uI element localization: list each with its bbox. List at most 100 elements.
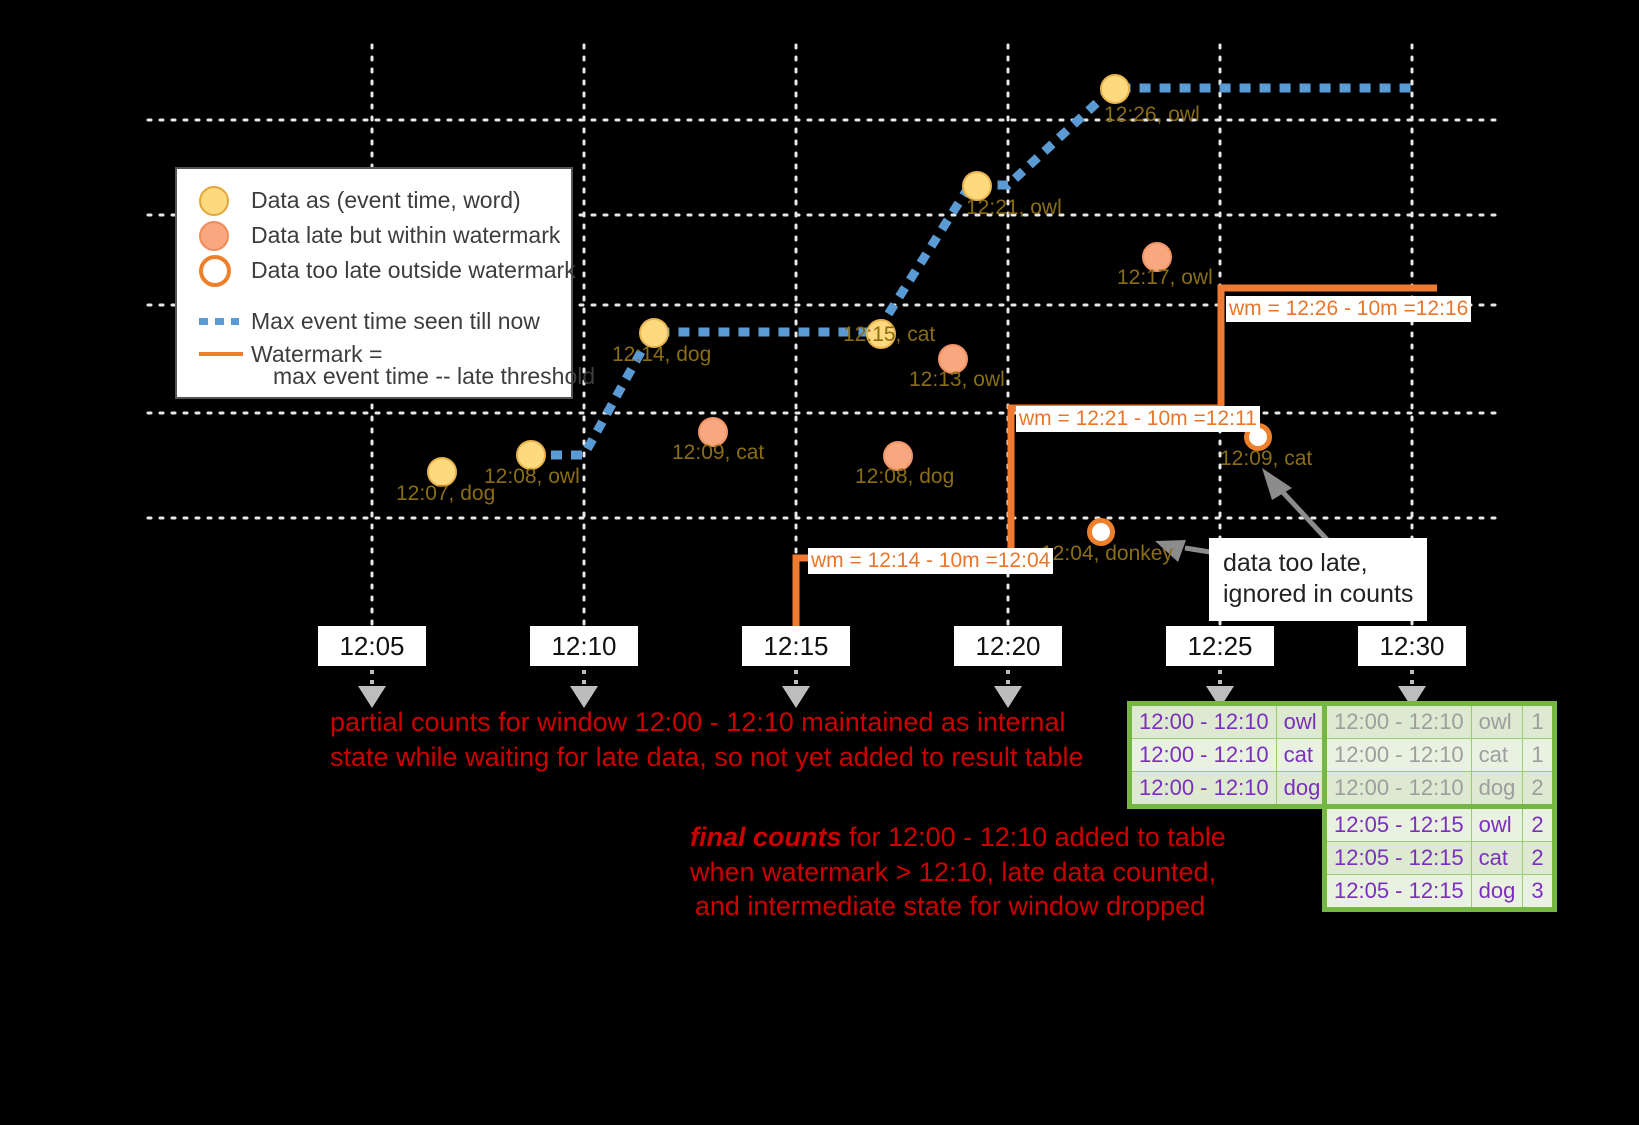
data-point-label: 12:17, owl — [1117, 266, 1213, 289]
data-point-1207-dog — [427, 457, 457, 487]
data-point-label: 12:13, owl — [909, 368, 1005, 391]
axis-tick-1210: 12:10 — [530, 626, 638, 666]
cell-word: dog — [1470, 771, 1524, 807]
cell-word: cat — [1470, 738, 1524, 772]
data-point-label: 12:14, dog — [612, 343, 712, 366]
tick-arrow-head — [358, 686, 386, 708]
cell-word: cat — [1275, 738, 1329, 772]
cell-window: 12:00 - 12:10 — [1324, 703, 1472, 739]
data-point-label: 12:21, owl — [966, 196, 1062, 219]
cell-window: 12:00 - 12:10 — [1129, 771, 1277, 807]
cell-count: 2 — [1522, 841, 1555, 875]
cell-word: dog — [1470, 874, 1524, 910]
yellow-filled-circle-icon — [199, 185, 251, 216]
watermark-label-1216: wm = 12:26 - 10m =12:16 — [1226, 296, 1472, 322]
data-point-1208-owl — [516, 440, 546, 470]
callout-arrow-to-late-cat — [1275, 484, 1334, 547]
partial-note-line-1: partial counts for window 12:00 - 12:10 … — [330, 707, 1066, 737]
final-note-rest: for 12:00 - 12:10 added to table — [841, 822, 1226, 852]
data-point-label: 12:09, cat — [1220, 447, 1313, 470]
max-event-time-line — [531, 83, 1415, 460]
cell-window: 12:00 - 12:10 — [1324, 738, 1472, 772]
data-point-label: 12:26, owl — [1104, 103, 1200, 126]
data-point-1215-cat — [866, 319, 896, 349]
table-row: 12:00 - 12:10 owl 1 — [1324, 703, 1555, 739]
cell-window: 12:00 - 12:10 — [1129, 703, 1277, 739]
watermark-step-line — [792, 284, 1437, 630]
cell-word: cat — [1470, 841, 1524, 875]
data-point-1221-owl — [962, 171, 992, 201]
legend-watermark-sublabel: max event time -- late threshold — [273, 363, 596, 389]
data-point-label: 12:09, cat — [672, 441, 765, 464]
data-point-label: 12:07, dog — [396, 482, 496, 505]
callout-line-2: ignored in counts — [1223, 580, 1414, 609]
axis-tick-1230: 12:30 — [1358, 626, 1466, 666]
partial-counts-note: partial counts for window 12:00 - 12:10 … — [330, 705, 1084, 774]
cell-word: owl — [1470, 804, 1524, 842]
cell-word: dog — [1275, 771, 1329, 807]
tick-arrow-head — [782, 686, 810, 708]
cell-count: 2 — [1522, 804, 1555, 842]
cell-window: 12:05 - 12:15 — [1324, 874, 1472, 910]
table-row: 12:05 - 12:15 owl 2 — [1324, 804, 1555, 842]
legend-item-too-late: Data too late outside watermark — [177, 253, 576, 288]
cell-window: 12:05 - 12:15 — [1324, 841, 1472, 875]
cell-count: 3 — [1522, 874, 1555, 910]
axis-tick-1225: 12:25 — [1166, 626, 1274, 666]
cell-word: owl — [1470, 703, 1524, 739]
legend-item-max-event-time: Max event time seen till now — [177, 304, 571, 339]
data-point-1226-owl — [1100, 74, 1130, 104]
axis-tick-1205: 12:05 — [318, 626, 426, 666]
orange-solid-line-icon — [199, 352, 251, 356]
cell-count: 1 — [1522, 738, 1555, 772]
axis-tick-1215: 12:15 — [742, 626, 850, 666]
watermark-label-1211: wm = 12:21 - 10m =12:11 — [1016, 406, 1260, 432]
legend-label: Data as (event time, word) — [251, 187, 521, 213]
data-point-label: 12:15, cat — [843, 323, 936, 346]
cell-word: owl — [1275, 703, 1329, 739]
data-point-label: 12:08, dog — [855, 465, 955, 488]
watermark-label-1204: wm = 12:14 - 10m =12:04 — [808, 548, 1054, 574]
legend-label: Data too late outside watermark — [251, 257, 576, 283]
final-counts-note: final counts for 12:00 - 12:10 added to … — [690, 820, 1226, 924]
legend: Data as (event time, word) Data late but… — [175, 167, 596, 399]
callout-arrowhead — [1262, 468, 1292, 500]
data-point-1208-dog — [883, 441, 913, 471]
data-point-1204-donkey — [1087, 518, 1115, 546]
final-note-line-2: when watermark > 12:10, late data counte… — [690, 856, 1217, 887]
tick-arrow-head — [994, 686, 1022, 708]
final-note-emphasis: final counts — [690, 822, 842, 852]
data-point-1213-owl — [938, 344, 968, 374]
cell-window: 12:00 - 12:10 — [1129, 738, 1277, 772]
tick-arrow-head — [1206, 686, 1234, 708]
data-point-label: 12:08, owl — [484, 465, 580, 488]
final-note-line-3: and intermediate state for window droppe… — [694, 891, 1206, 922]
callout-arrowhead — [1155, 540, 1186, 562]
table-row: 12:05 - 12:15 dog 3 — [1324, 874, 1555, 910]
data-point-1214-dog — [639, 318, 669, 348]
blue-dotted-line-icon — [199, 318, 251, 325]
final-note-line-1: final counts for 12:00 - 12:10 added to … — [690, 820, 1226, 855]
legend-item-watermark: Watermark = — [177, 339, 571, 369]
salmon-filled-circle-icon — [199, 220, 251, 251]
legend-item-late-within: Data late but within watermark — [177, 218, 571, 253]
legend-label: Data late but within watermark — [251, 222, 561, 248]
partial-note-line-2: state while waiting for late data, so no… — [330, 741, 1084, 772]
legend-label: Max event time seen till now — [251, 308, 540, 334]
table-row: 12:00 - 12:10 cat 1 — [1324, 738, 1555, 772]
callout-line-1: data too late, — [1223, 549, 1368, 577]
data-point-1217-owl — [1142, 242, 1172, 272]
cell-window: 12:00 - 12:10 — [1324, 771, 1472, 807]
orange-hollow-circle-icon — [199, 254, 251, 287]
cell-window: 12:05 - 12:15 — [1324, 804, 1472, 842]
result-table-1230: 12:00 - 12:10 owl 1 12:00 - 12:10 cat 1 … — [1322, 701, 1557, 912]
tick-arrow-head — [570, 686, 598, 708]
axis-tick-1220: 12:20 — [954, 626, 1062, 666]
too-late-callout: data too late, ignored in counts — [1209, 538, 1428, 621]
legend-label: Watermark = — [251, 340, 383, 367]
tick-arrow-head — [1398, 686, 1426, 708]
table-row: 12:05 - 12:15 cat 2 — [1324, 841, 1555, 875]
data-point-1209-cat — [698, 417, 728, 447]
